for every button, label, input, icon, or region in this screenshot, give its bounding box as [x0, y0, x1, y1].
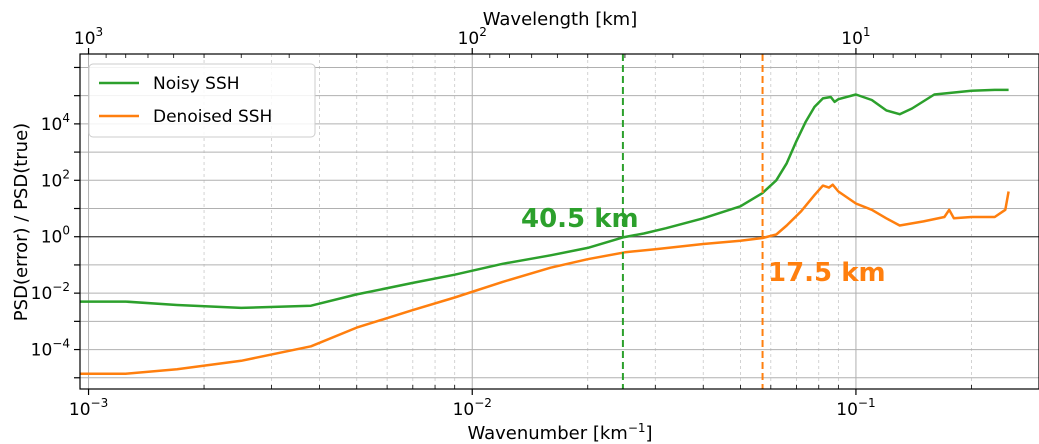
top-tick-label: 103	[74, 25, 103, 49]
vertical-markers: 40.5 km 17.5 km	[521, 54, 886, 389]
y-tick-label: 10−2	[31, 280, 70, 304]
legend: Noisy SSH Denoised SSH	[88, 63, 316, 138]
plot-frame	[79, 53, 1039, 390]
y-tick-label: 104	[41, 111, 70, 135]
series-line-noisy-ssh	[80, 88, 1009, 310]
marker-label: 40.5 km	[521, 204, 639, 234]
tick-labels: 10−3 10−2 10−1 103 102 101 10−4 10−2 100 102 104	[31, 25, 876, 420]
top-tick-label: 102	[458, 25, 487, 49]
x-tick-label: 10−2	[453, 396, 492, 420]
x-axis-label: Wavenumber [km−1]	[467, 421, 652, 444]
y-tick-label: 100	[41, 224, 70, 248]
top-x-axis-label: Wavelength [km]	[483, 9, 638, 30]
x-tick-label: 10−1	[836, 396, 875, 420]
top-tick-label: 101	[841, 25, 870, 49]
y-tick-label: 10−4	[31, 337, 70, 361]
series-line-denoised-ssh	[80, 183, 1010, 375]
y-tick-label: 102	[41, 167, 70, 191]
marker-label: 17.5 km	[768, 258, 886, 288]
axis-ticks	[74, 48, 1010, 395]
x-tick-label: 10−3	[69, 396, 108, 420]
legend-label-denoised: Denoised SSH	[153, 107, 272, 127]
legend-label-noisy: Noisy SSH	[153, 74, 240, 94]
legend-box	[88, 63, 316, 138]
series-lines	[80, 88, 1010, 375]
y-axis-label: PSD(error) / PSD(true)	[11, 123, 32, 321]
